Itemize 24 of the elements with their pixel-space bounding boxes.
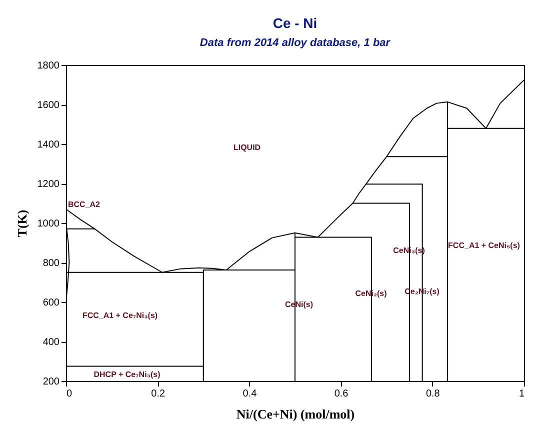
- annotation: LIQUID: [233, 143, 261, 152]
- annotation: DHCP + Ce₇Ni₃(s): [94, 370, 161, 379]
- y-tick-label: 1400: [37, 140, 60, 150]
- y-tick-label: 200: [42, 376, 60, 388]
- x-tick-label: 0.4: [242, 388, 258, 400]
- chart-title: Ce - Ni: [272, 15, 318, 31]
- x-axis-title: Ni/(Ce+Ni) (mol/mol): [236, 406, 355, 422]
- y-tick-label: 1800: [37, 60, 60, 72]
- x-tick-label: 0.8: [426, 388, 440, 400]
- x-tick-label: 1: [518, 388, 525, 400]
- y-axis-title: T(K): [14, 210, 30, 238]
- y-tick-label: 1200: [37, 179, 60, 190]
- y-tick-label: 600: [42, 298, 60, 308]
- y-tick-label: 400: [42, 337, 60, 348]
- chart-subtitle: Data from 2014 alloy database, 1 bar: [200, 37, 391, 49]
- x-tick-label: 0.6: [334, 388, 349, 400]
- annotation: BCC_A2: [68, 200, 101, 209]
- x-tick-label: 0: [66, 388, 72, 400]
- y-tick-label: 800: [42, 258, 60, 269]
- annotation: FCC_A1 + CeNi₅(s): [448, 241, 520, 250]
- y-tick-label: 1600: [37, 100, 60, 111]
- y-tick-label: 1000: [37, 218, 60, 230]
- annotation: FCC_A1 + Ce₇Ni₃(s): [82, 311, 158, 320]
- x-tick-label: 0.2: [151, 388, 166, 400]
